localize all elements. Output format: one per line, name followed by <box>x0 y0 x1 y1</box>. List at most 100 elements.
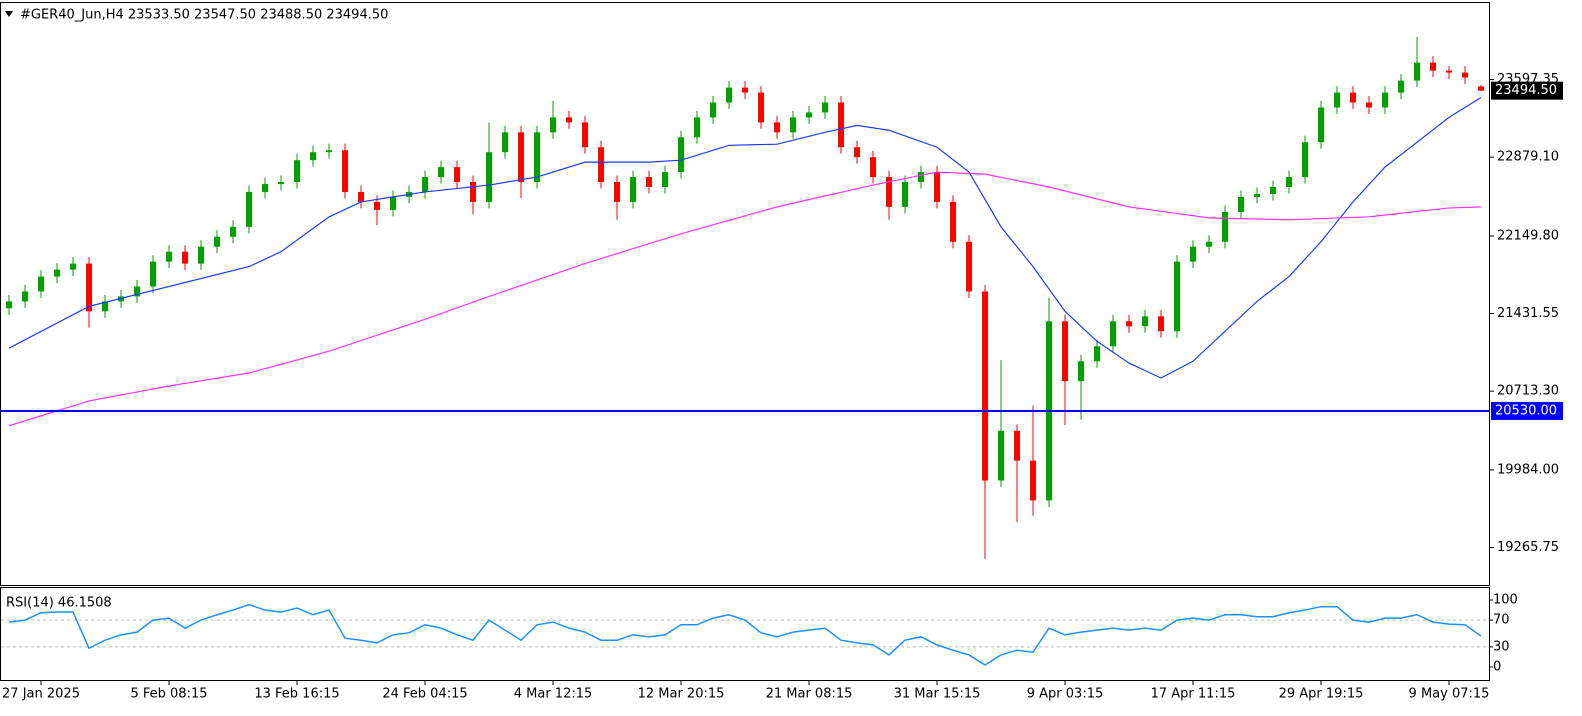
candle-body <box>566 117 572 123</box>
x-tick-label: 5 Feb 08:15 <box>130 687 207 702</box>
candle-body <box>502 132 508 153</box>
x-tick-label: 21 Mar 08:15 <box>766 687 853 702</box>
candle-body <box>294 160 300 183</box>
candle-body <box>1318 107 1324 143</box>
candle-body <box>966 241 972 292</box>
candle-body <box>1078 361 1084 382</box>
x-tick-label: 12 Mar 20:15 <box>638 687 725 702</box>
candle-body <box>534 132 540 183</box>
x-tick-label: 13 Feb 16:15 <box>254 687 339 702</box>
candle-body <box>998 430 1004 481</box>
candle-body <box>198 246 204 264</box>
candle-body <box>1334 92 1340 108</box>
candle-body <box>598 147 604 183</box>
candle-body <box>694 117 700 138</box>
candle-body <box>790 117 796 133</box>
candle-body <box>1174 261 1180 332</box>
candle-body <box>1206 241 1212 247</box>
candle-body <box>1142 316 1148 327</box>
x-tick-label: 31 Mar 15:15 <box>894 687 981 702</box>
candle-body <box>630 177 636 202</box>
candle-body <box>262 184 268 192</box>
candle-body <box>326 150 332 153</box>
candle-body <box>1462 72 1468 78</box>
candle-body <box>950 201 956 242</box>
candle-body <box>870 157 876 178</box>
y-tick-label: 22149.80 <box>1497 228 1559 243</box>
candle-body <box>310 152 316 161</box>
rsi-title: RSI(14) 46.1508 <box>6 596 112 611</box>
y-tick-label: 100 <box>1493 593 1518 608</box>
candle-body <box>726 87 732 103</box>
x-tick-label: 9 May 07:15 <box>1409 687 1490 702</box>
moving-average <box>8 171 1482 427</box>
x-tick-label: 4 Mar 12:15 <box>514 687 593 702</box>
candle-body <box>150 261 156 287</box>
price-frame <box>0 2 1490 586</box>
candle-body <box>902 182 908 207</box>
candle-body <box>806 112 812 118</box>
candle-body <box>374 201 380 210</box>
candle-body <box>774 122 780 133</box>
rsi-line <box>8 603 1482 666</box>
candle-body <box>1366 102 1372 108</box>
candle-body <box>246 191 252 227</box>
candle-body <box>1014 430 1020 461</box>
candle-body <box>1414 62 1420 81</box>
level-label-box <box>1491 401 1563 420</box>
candle-body <box>390 196 396 210</box>
candle-body <box>86 263 92 312</box>
y-tick-label: 21431.55 <box>1497 306 1559 321</box>
candle-body <box>1030 460 1036 501</box>
candle-body <box>934 172 940 202</box>
candle-body <box>1478 86 1484 91</box>
level-label: 20530.00 <box>1495 403 1557 418</box>
menu-arrow <box>5 11 13 17</box>
candle-body <box>214 236 220 247</box>
candle-body <box>1190 246 1196 262</box>
candle-body <box>710 102 716 118</box>
x-tick-label: 24 Feb 04:15 <box>382 687 467 702</box>
chart-title: #GER40_Jun,H4 23533.50 23547.50 23488.50… <box>20 8 388 23</box>
candle-body <box>342 150 348 192</box>
candle-body <box>1094 346 1100 362</box>
candle-body <box>1286 177 1292 187</box>
candle-body <box>358 191 364 202</box>
candle-body <box>454 167 460 183</box>
candle-body <box>854 147 860 158</box>
candle-body <box>166 251 172 262</box>
candle-body <box>486 152 492 202</box>
x-tick-label: 27 Jan 2025 <box>2 687 80 702</box>
candle-body <box>982 291 988 481</box>
candle-body <box>1270 186 1276 195</box>
candle-body <box>662 172 668 187</box>
candle-body <box>1062 321 1068 382</box>
candle-body <box>1398 80 1404 93</box>
candle-body <box>70 263 76 270</box>
candle-body <box>1126 321 1132 327</box>
candle-body <box>470 182 476 202</box>
candle-body <box>918 172 924 183</box>
candle-body <box>1254 194 1260 197</box>
last-price-box <box>1491 81 1563 100</box>
y-tick-label: 20713.30 <box>1497 384 1559 399</box>
candle-body <box>54 269 60 277</box>
candle-body <box>1446 70 1452 73</box>
last-price-label: 23494.50 <box>1495 83 1557 98</box>
candle-body <box>1350 92 1356 103</box>
candle-body <box>886 177 892 207</box>
x-tick-label: 9 Apr 03:15 <box>1027 687 1104 702</box>
candle-body <box>1222 211 1228 242</box>
y-tick-label: 22879.10 <box>1497 150 1559 165</box>
candle-body <box>678 137 684 173</box>
y-tick-label: 19265.75 <box>1497 540 1559 555</box>
candle-body <box>822 102 828 113</box>
x-tick-label: 29 Apr 19:15 <box>1279 687 1364 702</box>
candle-body <box>582 122 588 148</box>
candle-body <box>1110 321 1116 347</box>
y-tick-label: 30 <box>1493 639 1510 654</box>
y-tick-label: 0 <box>1493 660 1501 675</box>
y-tick-label: 19984.00 <box>1497 462 1559 477</box>
